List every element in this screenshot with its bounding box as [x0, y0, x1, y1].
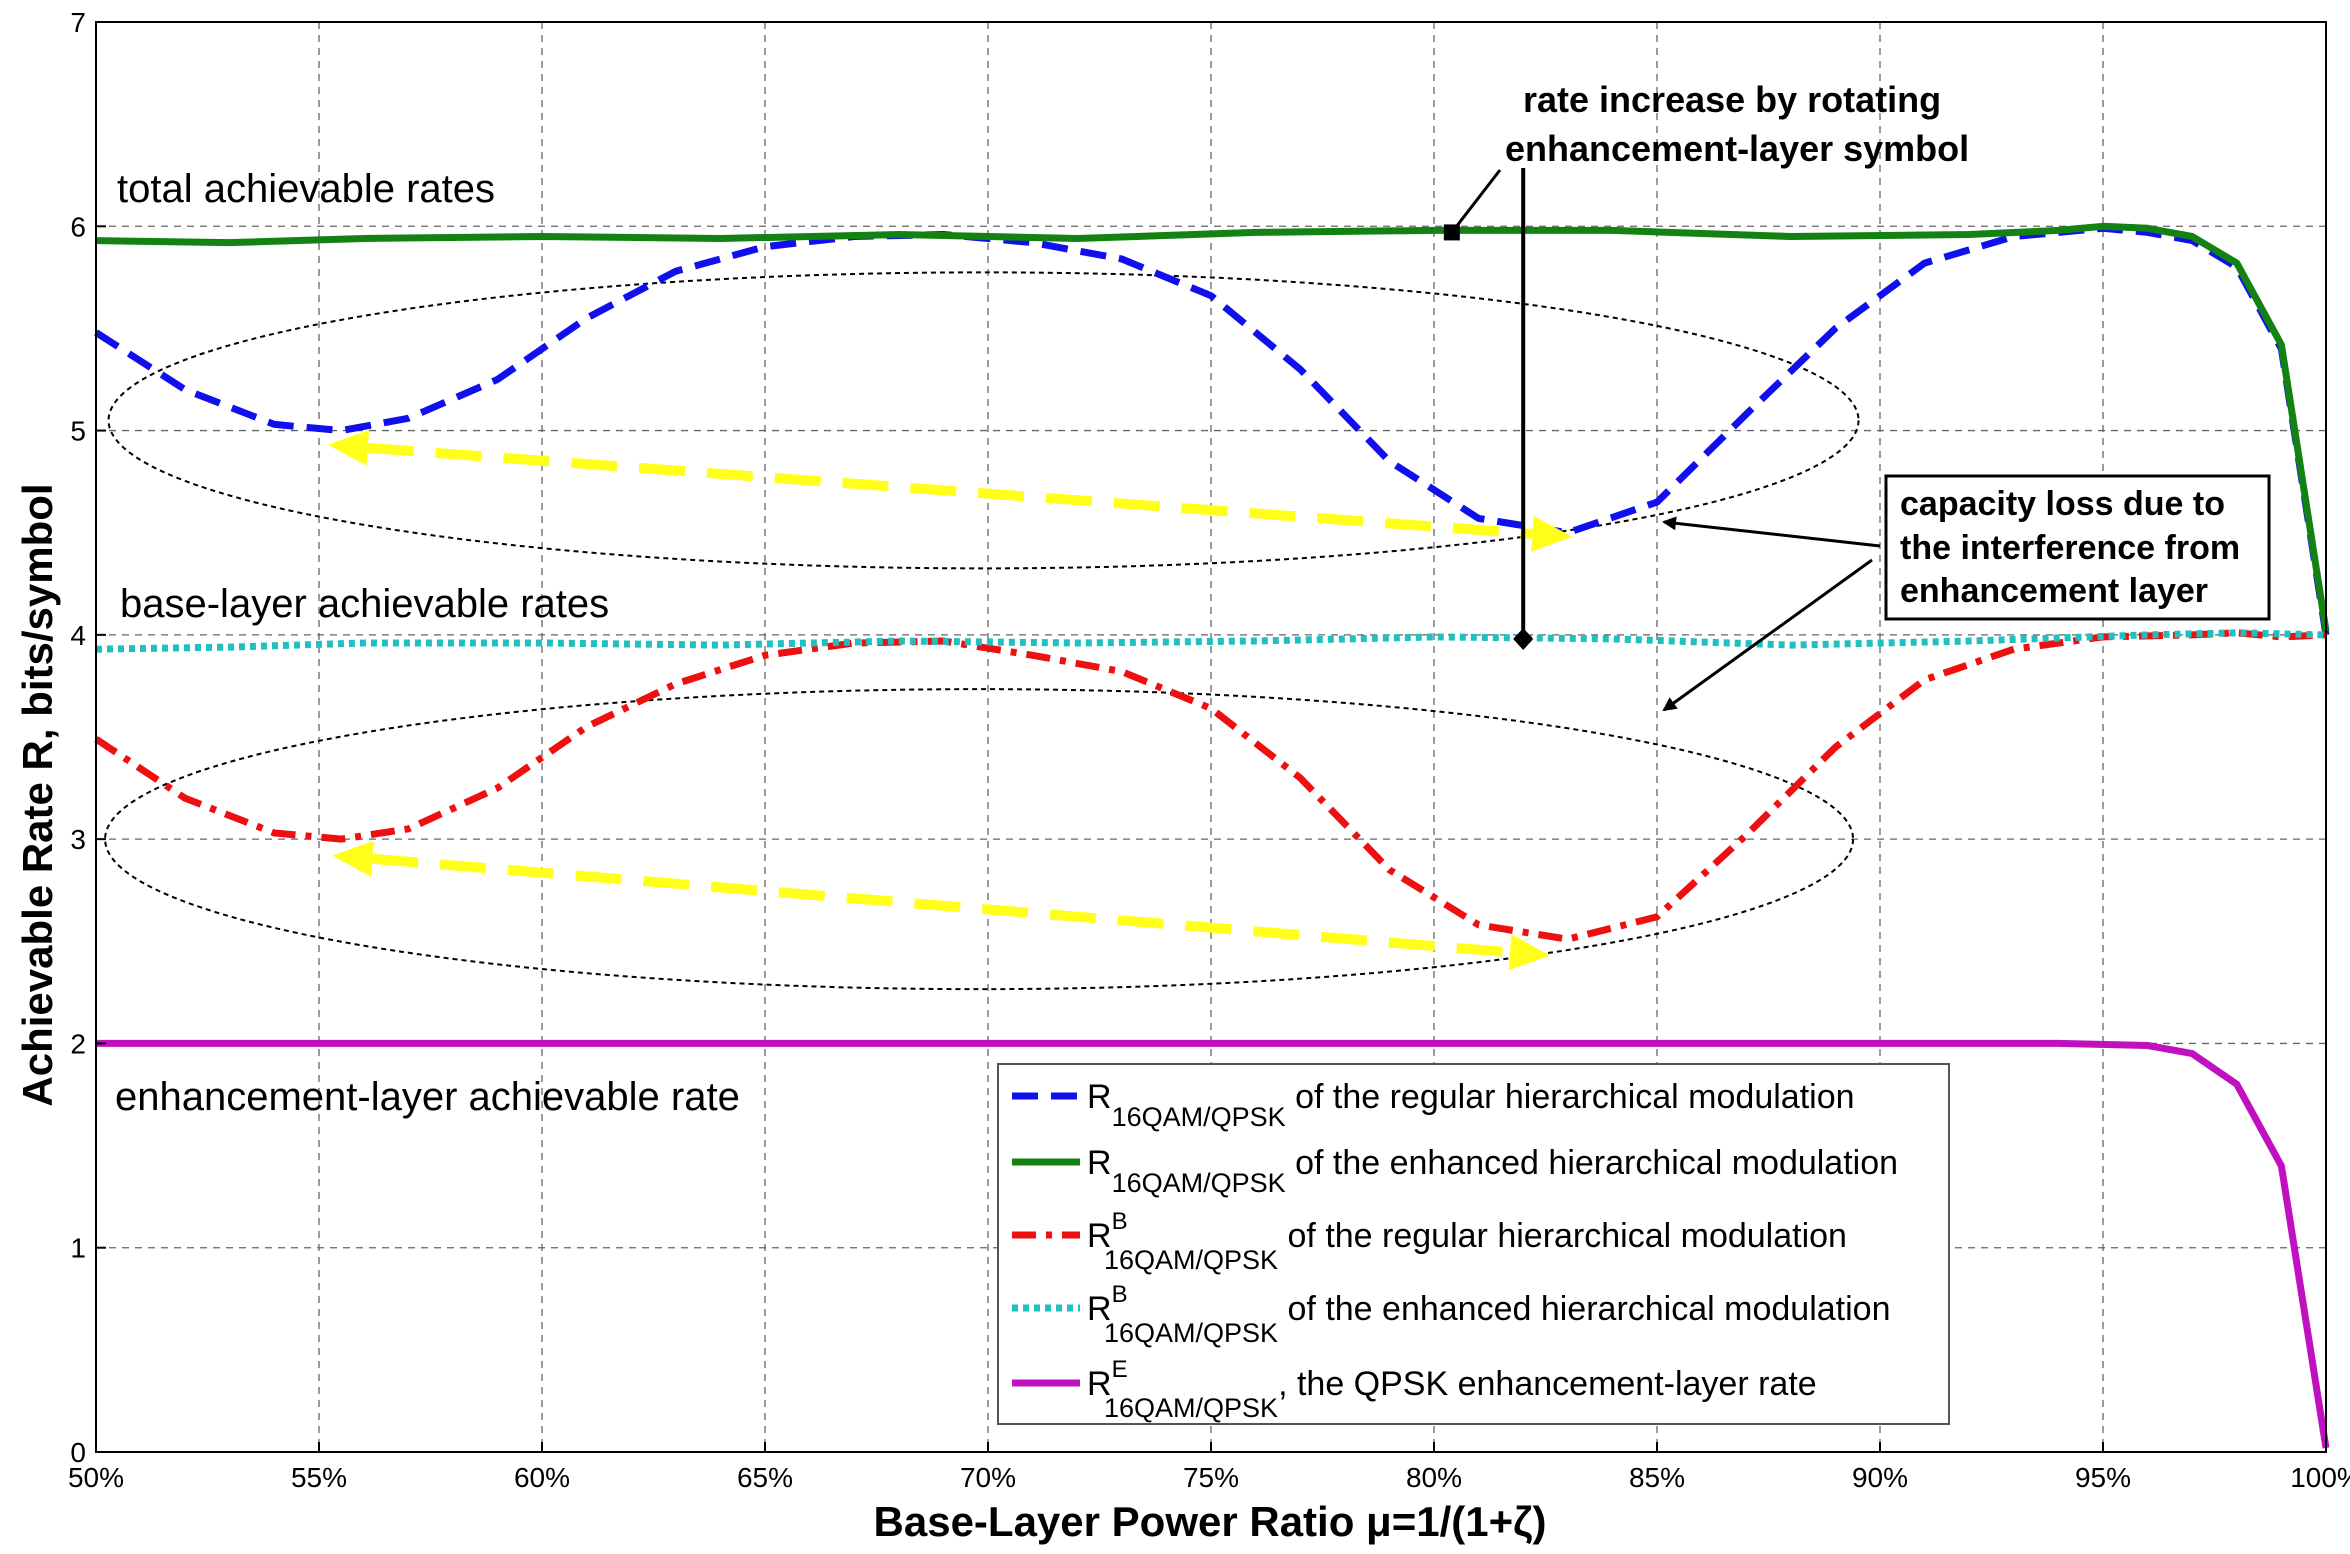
- annotation-arrows: [327, 168, 1881, 971]
- x-tick-label: 95%: [2075, 1462, 2131, 1493]
- legend-entry-5: RE 16QAM/QPSK, the QPSK enhancement-layer…: [1012, 1356, 1817, 1423]
- axes: 50% 55% 60% 65% 70% 75% 80% 85% 90% 95% 100% 0 1 2 3 4 5…: [68, 7, 2350, 1493]
- y-tick-label: 4: [70, 620, 86, 651]
- yellow-arrow-total-head-end: [1531, 515, 1573, 552]
- legend-sup: B: [1112, 1208, 1128, 1235]
- annotation-base-rates: base-layer achievable rates: [120, 582, 609, 626]
- annotation-rotate-line2: enhancement-layer symbol: [1505, 128, 1969, 169]
- series-lines: [94, 222, 2330, 1449]
- legend-rest: of the regular hierarchical modulation: [1278, 1217, 1847, 1255]
- y-tick-label: 3: [70, 824, 86, 855]
- x-axis-label: Base-Layer Power Ratio μ=1/(1+ζ): [874, 1498, 1547, 1545]
- legend-sub: 16QAM/QPSK: [1104, 1245, 1278, 1275]
- annotation-enh-rate: enhancement-layer achievable rate: [115, 1075, 740, 1119]
- annotation-loss-line1: capacity loss due to: [1900, 485, 2225, 523]
- yellow-arrow-base: [332, 840, 1550, 971]
- yellow-arrow-total-shaft: [367, 442, 1533, 539]
- legend-sub: 16QAM/QPSK: [1112, 1102, 1286, 1132]
- series-line-5: [96, 1039, 2330, 1449]
- grid: [96, 22, 2326, 1452]
- legend-sup: E: [1112, 1356, 1128, 1383]
- y-tick-label: 0: [70, 1437, 86, 1468]
- annotation-loss-line3: enhancement layer: [1900, 572, 2208, 610]
- legend-main: R: [1087, 1290, 1112, 1328]
- yellow-arrow-base-shaft: [371, 853, 1511, 958]
- x-tick-label: 85%: [1629, 1462, 1685, 1493]
- legend-entry-1: R16QAM/QPSK of the regular hierarchical …: [1012, 1078, 1855, 1132]
- legend-label: R16QAM/QPSK of the regular hierarchical …: [1087, 1078, 1855, 1132]
- y-tick-label: 2: [70, 1028, 86, 1059]
- legend-rest: of the enhanced hierarchical modulation: [1286, 1144, 1898, 1182]
- legend: R16QAM/QPSK of the regular hierarchical …: [997, 1063, 1950, 1425]
- legend-label: R16QAM/QPSK of the enhanced hierarchical…: [1087, 1144, 1898, 1198]
- annotation-rotate-line1: rate increase by rotating: [1523, 79, 1941, 120]
- legend-main: R: [1087, 1365, 1112, 1403]
- legend-label: RB 16QAM/QPSK of the regular hierarchical…: [1087, 1208, 1847, 1275]
- x-tick-label: 100%: [2290, 1462, 2350, 1493]
- capacity-loss-box: capacity loss due to the interference fr…: [1884, 474, 2271, 621]
- legend-label: RE 16QAM/QPSK, the QPSK enhancement-layer…: [1087, 1356, 1817, 1423]
- yellow-arrow-base-head-start: [332, 840, 374, 877]
- diamond-marker: [1513, 627, 1534, 650]
- y-tick-label: 5: [70, 416, 86, 447]
- legend-rest: of the regular hierarchical modulation: [1286, 1078, 1855, 1116]
- x-tick-label: 50%: [68, 1462, 124, 1493]
- loss-arrow-upper: [1662, 516, 1881, 548]
- legend-entry-2: R16QAM/QPSK of the enhanced hierarchical…: [1012, 1144, 1898, 1198]
- legend-entry-3: RB 16QAM/QPSK of the regular hierarchical…: [1012, 1208, 1847, 1275]
- legend-sup: B: [1112, 1281, 1128, 1308]
- legend-sub: 16QAM/QPSK: [1104, 1318, 1278, 1348]
- highlight-ellipses: [104, 271, 1860, 991]
- legend-main: R: [1087, 1078, 1112, 1116]
- annotation-total-rates: total achievable rates: [117, 167, 495, 211]
- legend-sub: 16QAM/QPSK: [1104, 1393, 1278, 1423]
- x-tick-label: 55%: [291, 1462, 347, 1493]
- y-tick-label: 1: [70, 1233, 86, 1264]
- legend-main: R: [1087, 1217, 1112, 1255]
- x-tick-label: 60%: [514, 1462, 570, 1493]
- yellow-arrow-base-head-end: [1508, 934, 1550, 971]
- y-axis-label: Achievable Rate R, bits/symbol: [14, 483, 61, 1106]
- series-line-2: [95, 222, 2330, 632]
- y-tick-label: 6: [70, 211, 86, 242]
- legend-main: R: [1087, 1144, 1112, 1182]
- yellow-arrow-total-head-start: [327, 429, 370, 466]
- legend-sub: 16QAM/QPSK: [1112, 1168, 1286, 1198]
- x-tick-label: 65%: [737, 1462, 793, 1493]
- x-tick-label: 70%: [960, 1462, 1016, 1493]
- yellow-arrow-total: [327, 429, 1573, 552]
- legend-label: RB 16QAM/QPSK of the enhanced hierarchica…: [1087, 1281, 1890, 1348]
- x-tick-label: 80%: [1406, 1462, 1462, 1493]
- series-line-4: [95, 629, 2327, 653]
- capacity-loss-frame: [1884, 474, 2271, 621]
- x-tick-label: 75%: [1183, 1462, 1239, 1493]
- series-line-3: [94, 629, 2327, 943]
- square-marker-pointer: [1450, 169, 1502, 234]
- legend-rest: , the QPSK enhancement-layer rate: [1278, 1365, 1817, 1403]
- ellipse-base-rates: [104, 688, 1855, 991]
- x-tick-label: 90%: [1852, 1462, 1908, 1493]
- legend-frame: [997, 1063, 1950, 1425]
- loss-arrow-lower: [1662, 558, 1873, 712]
- legend-entry-4: RB 16QAM/QPSK of the enhanced hierarchica…: [1012, 1281, 1890, 1348]
- y-tick-label: 7: [70, 7, 86, 38]
- legend-rest: of the enhanced hierarchical modulation: [1278, 1290, 1890, 1328]
- annotation-loss-line2: the interference from: [1900, 529, 2240, 567]
